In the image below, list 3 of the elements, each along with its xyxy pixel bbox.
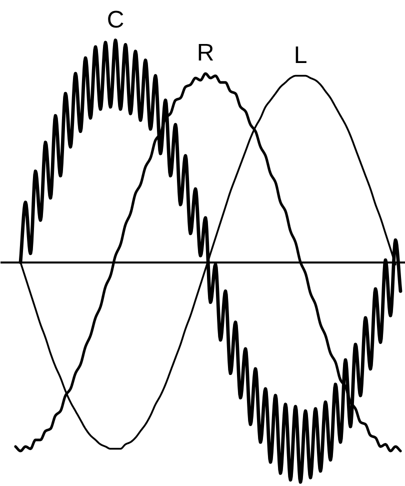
series-label: L [294, 42, 308, 69]
series-label: C [106, 6, 124, 34]
series-label: R [196, 40, 214, 67]
